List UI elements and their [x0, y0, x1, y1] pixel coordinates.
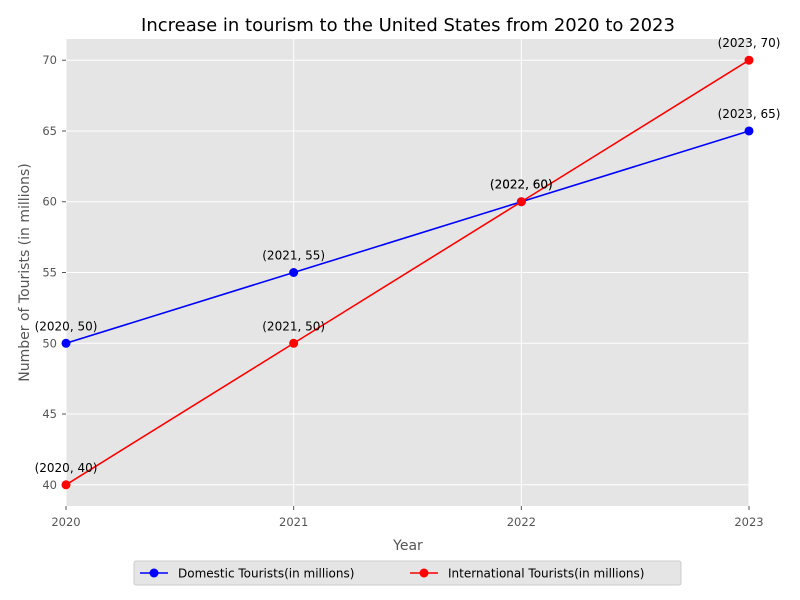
data-label-domestic: (2023, 65): [718, 107, 781, 121]
data-point-international: [744, 55, 754, 65]
data-point-domestic: [289, 268, 299, 277]
series-line-domestic: [65, 130, 750, 345]
y-tick-label: 55: [42, 266, 57, 280]
y-tick-label: 70: [42, 53, 57, 67]
data-point-domestic: [61, 338, 71, 348]
y-tick-label: 60: [42, 195, 57, 209]
x-axis-ticks: 2020 2021 2022 2023: [51, 506, 764, 529]
data-label-domestic: (2021, 55): [262, 249, 325, 263]
legend: Domestic Tourists(in millions) Internatio…: [133, 560, 682, 586]
legend-label-international: International Tourists(in millions): [448, 567, 644, 581]
series-layer: [61, 55, 754, 490]
data-point-domestic: [744, 126, 754, 136]
y-axis-ticks: 40 45 50 55 60 65 70: [42, 53, 66, 492]
data-point-international: [289, 338, 299, 348]
legend-marker-international: [419, 568, 429, 578]
x-tick-label: 2022: [507, 515, 536, 529]
x-tick-label: 2020: [51, 515, 80, 529]
y-tick-label: 50: [42, 336, 57, 350]
chart-title: Increase in tourism to the United States…: [141, 15, 675, 36]
y-tick-label: 65: [42, 124, 57, 138]
data-label-international: (2023, 70): [718, 36, 781, 50]
legend-box: [133, 560, 682, 586]
data-labels: (2020, 50) (2021, 55) (2022, 60) (2023, 65)…: [35, 36, 781, 475]
data-label-international: (2022, 60): [490, 178, 553, 192]
legend-marker-domestic: [149, 568, 159, 578]
data-point-international: [516, 197, 526, 207]
legend-label-domestic: Domestic Tourists(in millions): [178, 567, 354, 581]
y-tick-label: 40: [42, 478, 57, 492]
data-point-international: [61, 480, 71, 490]
series-line-international: [65, 59, 750, 486]
y-axis-label: Number of Tourists (in millions): [17, 163, 33, 381]
grid-lines: [65, 39, 750, 506]
x-axis-label: Year: [392, 538, 423, 554]
y-tick-label: 45: [42, 407, 57, 421]
x-tick-label: 2021: [279, 515, 308, 529]
data-label-domestic: (2020, 50): [35, 319, 98, 333]
data-label-domestic: (2022, 60): [490, 178, 553, 192]
data-label-international: (2021, 50): [262, 319, 325, 333]
data-label-international: (2020, 40): [35, 461, 98, 475]
x-tick-label: 2023: [734, 515, 763, 529]
